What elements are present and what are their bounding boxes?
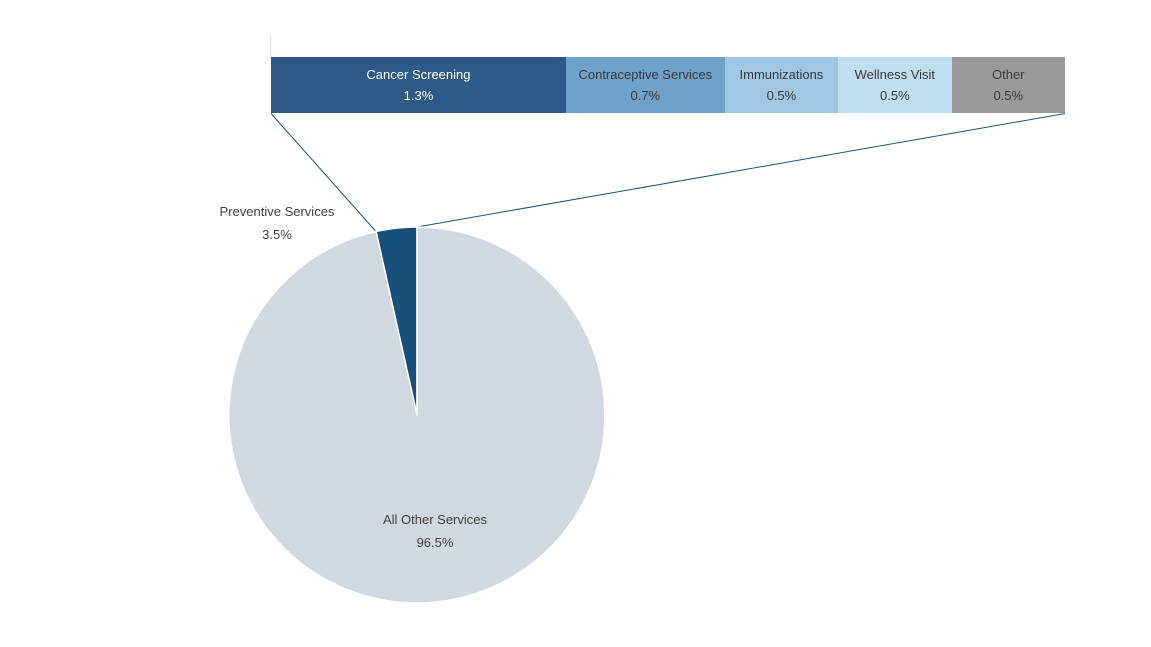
bar-segment-value: 0.5% [993,88,1024,103]
bar-segment-label: Contraceptive Services [578,67,713,82]
bar-segment-value: 1.3% [403,88,434,103]
bar-segment-value: 0.7% [630,88,661,103]
bar-segment-other[interactable]: Other 0.5% [951,57,1065,113]
pie-label-all-other-name: All Other Services [382,512,488,527]
bar-segment-label: Other [992,67,1025,82]
pie-slice-all-other-services[interactable] [228,226,606,604]
bar-segment-value: 0.5% [766,88,797,103]
bar-segment-contraceptive-services[interactable]: Contraceptive Services 0.7% [565,57,725,113]
pie-label-all-other-services: All Other Services 96.5% [345,508,525,554]
leader-line-left [270,113,377,232]
pie-label-preventive-services: Preventive Services 3.5% [192,200,362,246]
bar-segment-label: Cancer Screening [366,67,471,82]
bar-segment-value: 0.5% [880,88,910,103]
pie-label-preventive-name: Preventive Services [219,204,335,219]
pie-label-preventive-value: 3.5% [262,227,292,242]
bar-segment-cancer-screening[interactable]: Cancer Screening 1.3% [271,57,566,113]
leader-line-right [416,113,1066,228]
bar-segment-wellness-visit[interactable]: Wellness Visit 0.5% [838,57,952,113]
bar-segment-label: Immunizations [739,67,824,82]
axis-tick [270,35,271,57]
bar-segment-immunizations[interactable]: Immunizations 0.5% [724,57,839,113]
pie-label-all-other-value: 96.5% [416,535,454,550]
breakout-bar: Cancer Screening 1.3% Contraceptive Servic… [271,57,1065,113]
bar-segment-label: Wellness Visit [854,67,936,82]
